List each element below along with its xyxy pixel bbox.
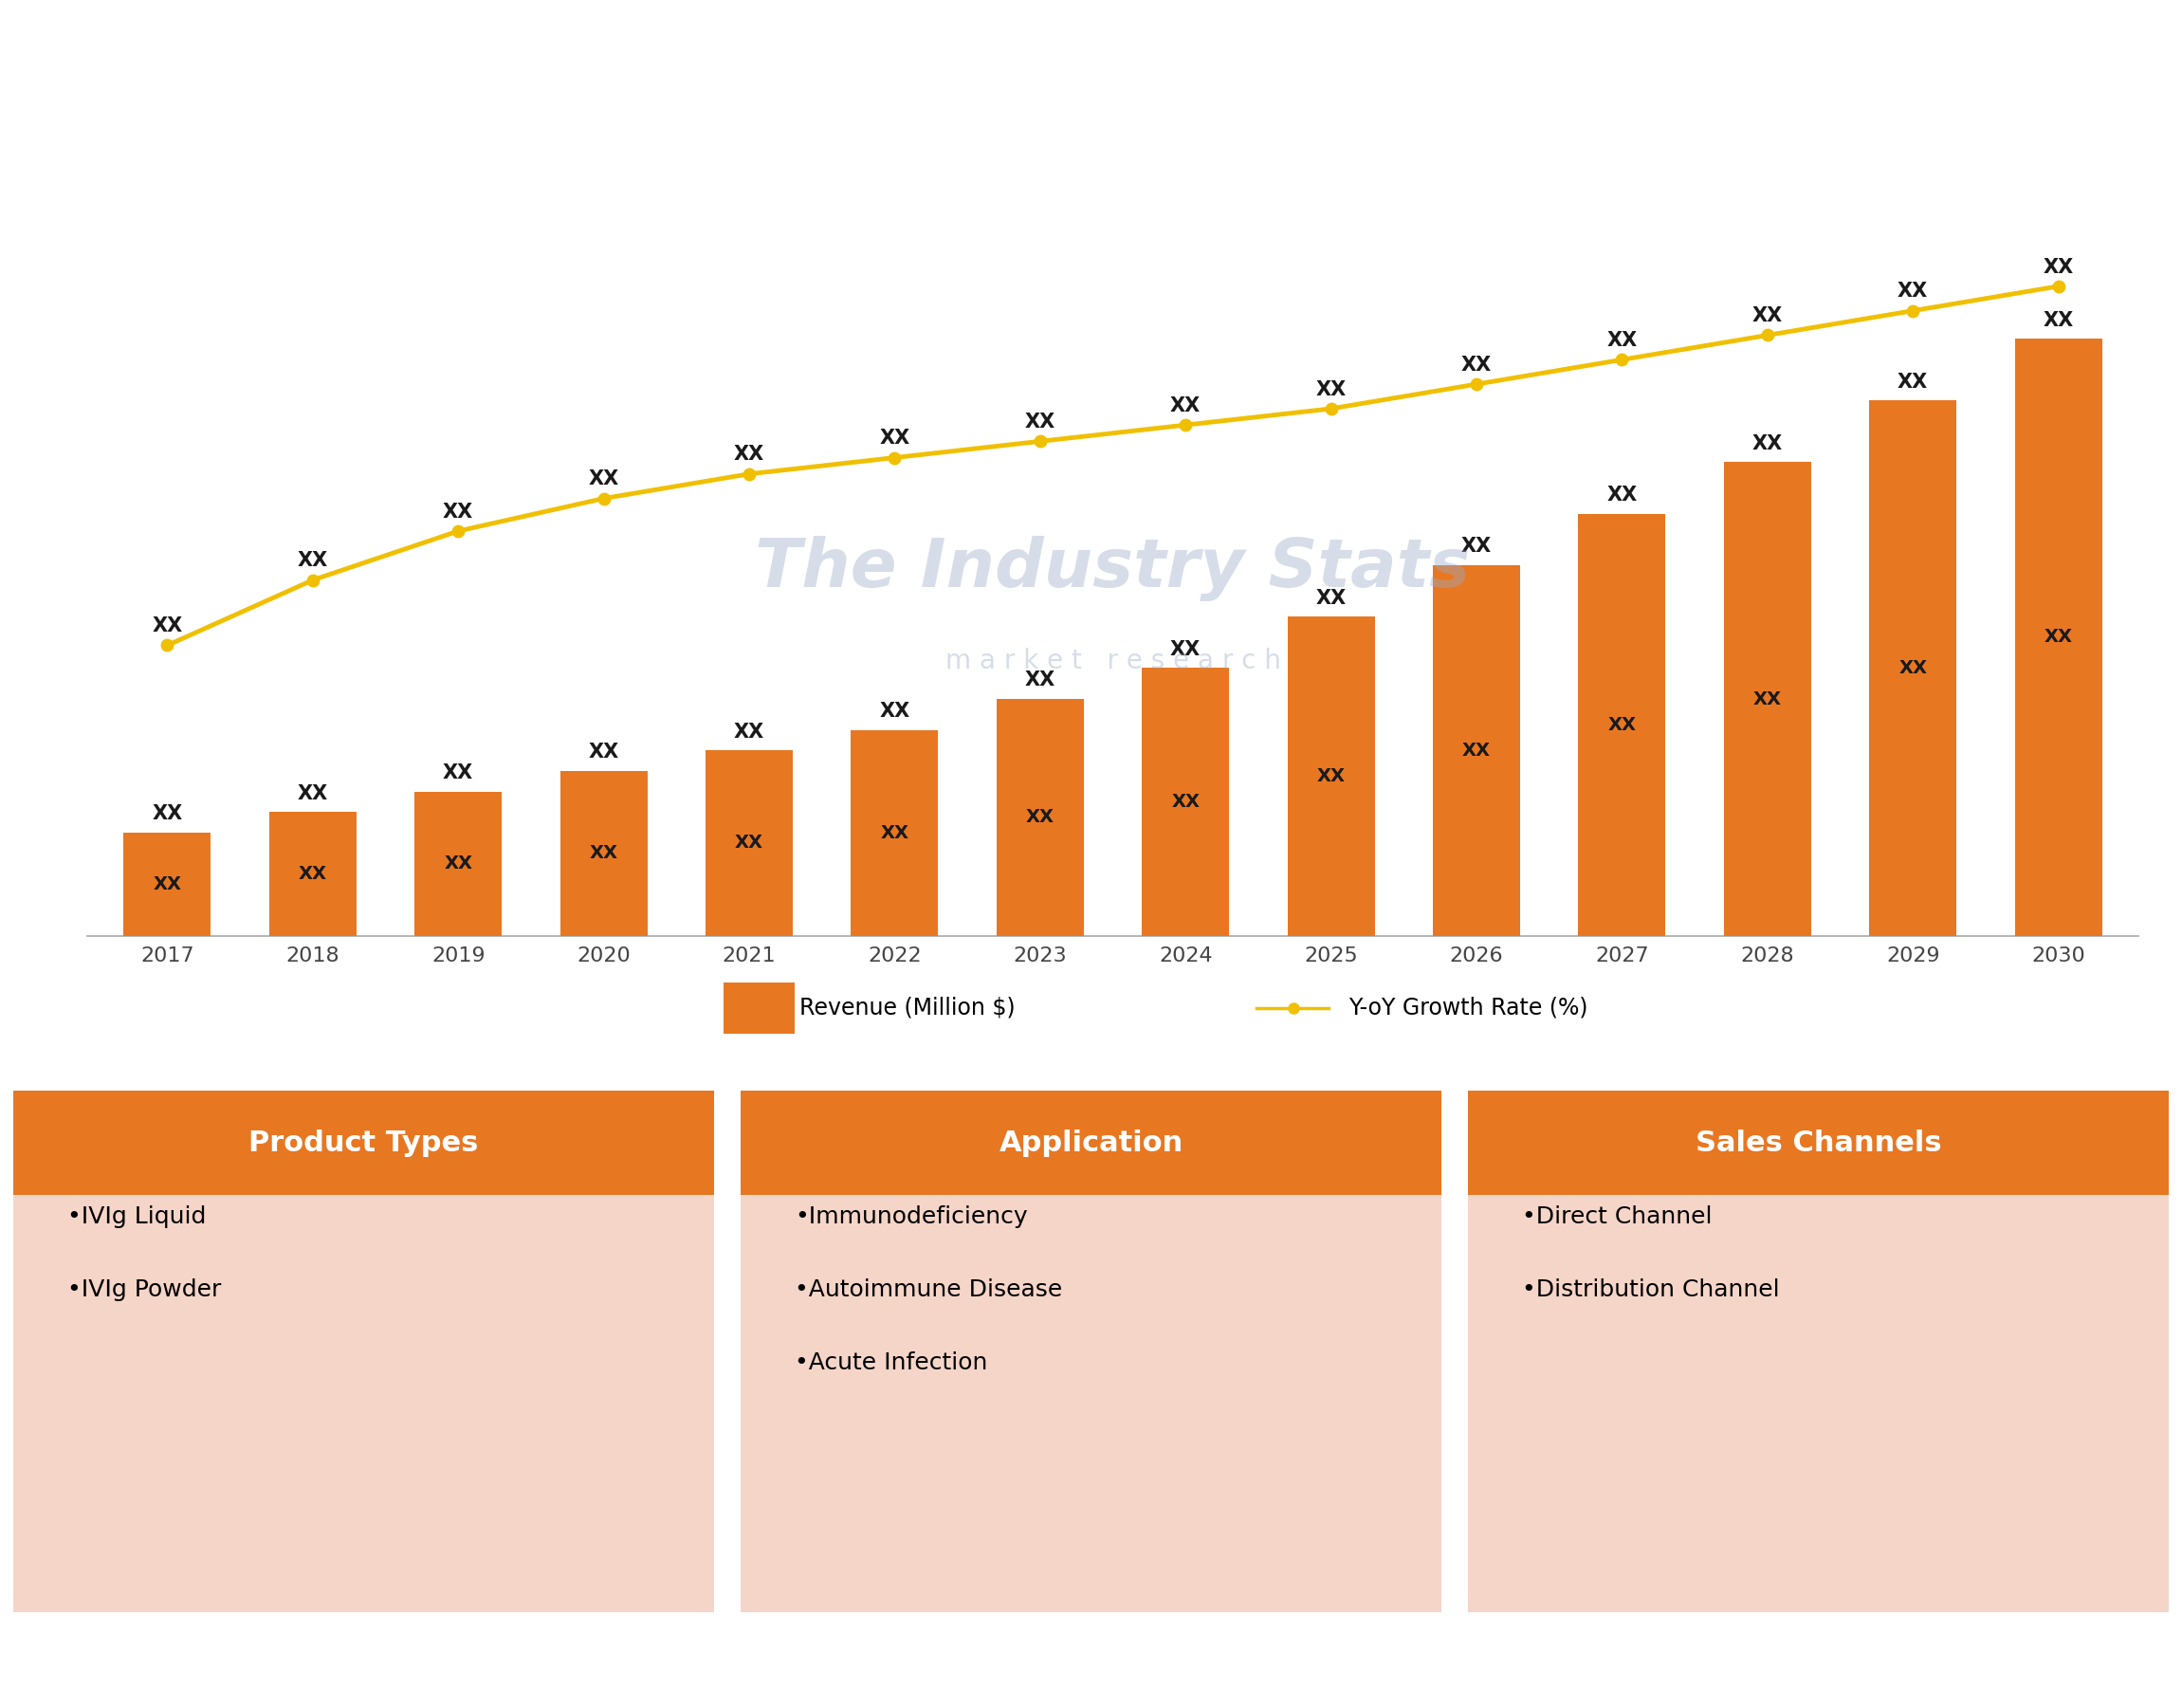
Text: XX: XX — [443, 763, 473, 782]
Text: XX: XX — [1462, 741, 1490, 760]
Bar — [1578, 514, 1665, 936]
Text: XX: XX — [1752, 690, 1783, 709]
Bar — [1870, 400, 1957, 936]
Text: Website: www.theindustrystats.com: Website: www.theindustrystats.com — [1549, 1653, 1981, 1672]
Bar — [740, 1091, 1442, 1196]
Text: XX: XX — [733, 446, 764, 465]
Text: XX: XX — [297, 552, 327, 570]
Text: XX: XX — [1026, 671, 1056, 690]
Text: XX: XX — [1170, 396, 1200, 415]
Text: XX: XX — [1606, 485, 1636, 504]
Text: XX: XX — [1608, 716, 1636, 734]
Bar — [124, 834, 212, 936]
Bar — [13, 1091, 714, 1612]
Text: Sales Channels: Sales Channels — [1695, 1129, 1942, 1156]
Text: XX: XX — [1170, 640, 1200, 659]
Text: XX: XX — [153, 617, 183, 635]
Text: XX: XX — [733, 722, 764, 741]
Bar — [705, 750, 792, 936]
Text: XX: XX — [443, 502, 473, 521]
Text: XX: XX — [1898, 282, 1929, 301]
Text: XX: XX — [2042, 258, 2073, 277]
Text: XX: XX — [1898, 372, 1929, 391]
Text: XX: XX — [1606, 331, 1636, 350]
Bar — [1141, 668, 1228, 936]
Text: XX: XX — [1316, 379, 1346, 400]
Text: XX: XX — [2042, 311, 2073, 330]
Bar — [740, 1091, 1442, 1612]
Text: XX: XX — [1316, 767, 1346, 786]
Text: •IVIg Powder: •IVIg Powder — [68, 1278, 223, 1301]
Text: Y-oY Growth Rate (%): Y-oY Growth Rate (%) — [1348, 997, 1588, 1020]
Text: Email: sales@theindustrystats.com: Email: sales@theindustrystats.com — [807, 1653, 1226, 1672]
Bar — [1468, 1091, 2169, 1196]
Text: XX: XX — [1462, 536, 1492, 557]
Bar — [268, 813, 356, 936]
Text: XX: XX — [153, 804, 183, 823]
Text: m a r k e t   r e s e a r c h: m a r k e t r e s e a r c h — [945, 647, 1281, 675]
Text: Application: Application — [999, 1129, 1183, 1156]
Bar — [1468, 1091, 2169, 1612]
Bar — [997, 699, 1084, 936]
Text: •Immunodeficiency: •Immunodeficiency — [794, 1206, 1028, 1228]
Text: Revenue (Million $): Revenue (Million $) — [799, 997, 1015, 1020]
Text: XX: XX — [1462, 355, 1492, 374]
Text: •IVIg Liquid: •IVIg Liquid — [68, 1206, 207, 1228]
Text: •Direct Channel: •Direct Channel — [1523, 1206, 1713, 1228]
Text: Fig. Global Intravenous Immunoglobulin Market Status and Outlook: Fig. Global Intravenous Immunoglobulin M… — [39, 24, 1246, 55]
Text: XX: XX — [879, 429, 910, 447]
Text: Product Types: Product Types — [249, 1129, 478, 1156]
Text: XX: XX — [1026, 808, 1054, 827]
Text: XX: XX — [879, 702, 910, 721]
Text: •Acute Infection: •Acute Infection — [794, 1351, 988, 1375]
Text: XX: XX — [1172, 793, 1200, 811]
Bar — [1287, 617, 1375, 936]
Text: The Industry Stats: The Industry Stats — [755, 536, 1471, 601]
Bar — [13, 1091, 714, 1196]
Text: XX: XX — [1898, 659, 1927, 676]
Text: XX: XX — [589, 844, 618, 863]
Bar — [415, 791, 502, 936]
Text: Source: Theindustrystats Analysis: Source: Theindustrystats Analysis — [44, 1653, 449, 1672]
Text: XX: XX — [443, 854, 473, 873]
Bar — [561, 770, 648, 936]
Text: XX: XX — [589, 470, 620, 488]
Bar — [2014, 338, 2101, 936]
Text: XX: XX — [589, 743, 620, 762]
Bar — [722, 982, 794, 1033]
Text: •Distribution Channel: •Distribution Channel — [1523, 1278, 1781, 1301]
Text: XX: XX — [1026, 413, 1056, 432]
Text: XX: XX — [299, 864, 327, 883]
Text: XX: XX — [1752, 434, 1783, 453]
Text: XX: XX — [153, 874, 181, 893]
Text: XX: XX — [297, 784, 327, 803]
Text: XX: XX — [879, 823, 910, 842]
Bar — [1434, 565, 1521, 936]
Bar — [851, 729, 938, 936]
Text: XX: XX — [735, 834, 764, 852]
Text: XX: XX — [1316, 589, 1346, 608]
Text: XX: XX — [2045, 629, 2073, 646]
Bar — [1724, 463, 1811, 936]
Text: •Autoimmune Disease: •Autoimmune Disease — [794, 1278, 1063, 1301]
Text: XX: XX — [1752, 306, 1783, 326]
